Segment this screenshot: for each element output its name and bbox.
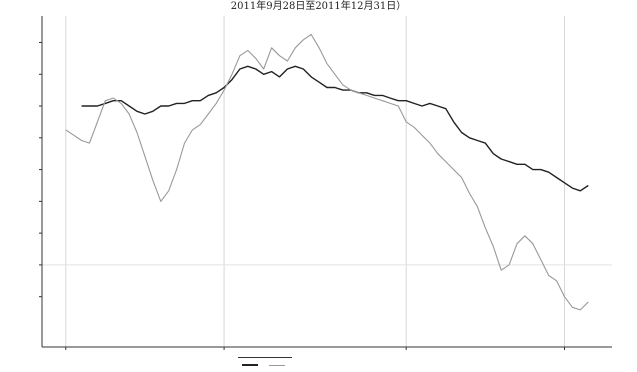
axis-layer [39,16,612,350]
series-line-2 [65,33,589,311]
series-layer [65,33,589,311]
legend-item-series-2 [269,364,288,366]
chart-legend [238,357,292,372]
legend-item-series-1 [242,364,261,366]
legend-swatch-series-2 [269,364,285,366]
legend-swatch-series-1 [242,364,258,366]
series-line-1 [81,65,589,192]
chart-caption: 2011年9月28日至2011年12月31日） [230,1,407,12]
grid-layer [42,16,612,347]
